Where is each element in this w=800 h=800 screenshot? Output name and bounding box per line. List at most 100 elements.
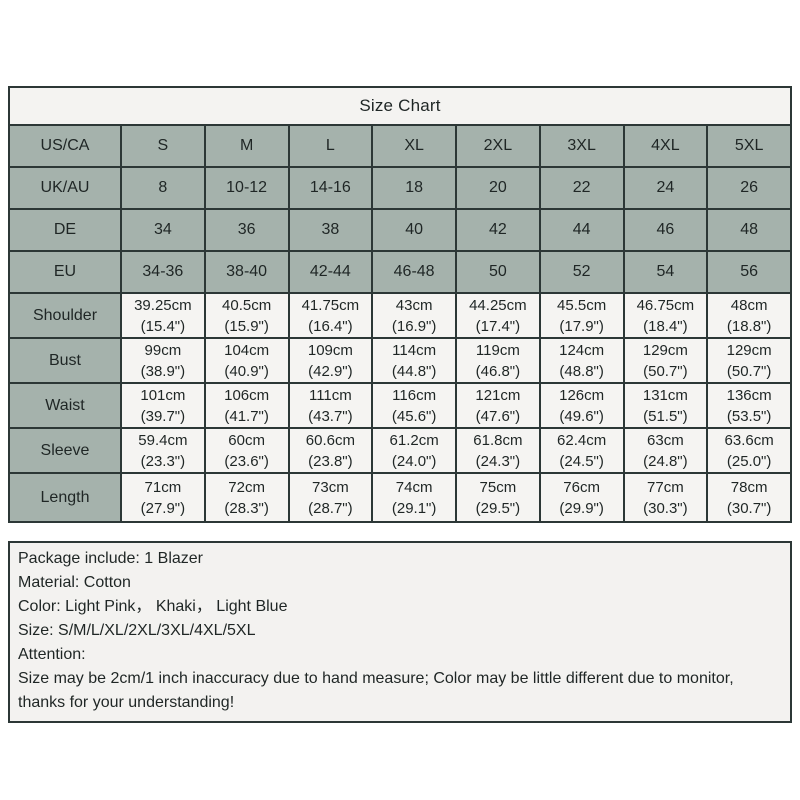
table-cell: 10-12 — [203, 166, 290, 210]
table-cell: 62.4cm (24.5") — [538, 427, 625, 474]
table-cell: 73cm (28.7") — [287, 472, 374, 523]
table-cell: 38 — [287, 208, 374, 252]
table-cell: 129cm (50.7") — [622, 337, 709, 384]
table-cell: 50 — [455, 250, 541, 294]
table-cell: 72cm (28.3") — [203, 472, 290, 523]
table-cell: 63cm (24.8") — [622, 427, 709, 474]
table-cell: 63.6cm (25.0") — [706, 427, 792, 474]
table-cell: 75cm (29.5") — [455, 472, 541, 523]
table-cell: 48cm (18.8") — [706, 292, 792, 339]
table-cell: 52 — [538, 250, 625, 294]
attention-label: Attention: — [18, 646, 86, 663]
table-cell: 131cm (51.5") — [622, 382, 709, 429]
table-cell: 61.8cm (24.3") — [455, 427, 541, 474]
table-cell: 129cm (50.7") — [706, 337, 792, 384]
table-cell: 41.75cm (16.4") — [287, 292, 374, 339]
table-cell: M — [203, 124, 290, 168]
table-cell: 3XL — [538, 124, 625, 168]
table-cell: 61.2cm (24.0") — [371, 427, 457, 474]
table-cell: 126cm (49.6") — [538, 382, 625, 429]
table-cell: 38-40 — [203, 250, 290, 294]
table-cell: 109cm (42.9") — [287, 337, 374, 384]
table-cell: 116cm (45.6") — [371, 382, 457, 429]
row-label: EU — [8, 250, 122, 294]
table-row: UK/AU 8 10-12 14-16 18 20 22 24 26 — [8, 166, 792, 210]
table-cell: 26 — [706, 166, 792, 210]
table-cell: 136cm (53.5") — [706, 382, 792, 429]
table-cell: 14-16 — [287, 166, 374, 210]
material-line: Material: Cotton — [18, 574, 131, 591]
table-cell: 48 — [706, 208, 792, 252]
title-row: Size Chart — [8, 86, 792, 126]
product-details-panel: Package include: 1 Blazer Material: Cott… — [8, 541, 792, 723]
table-cell: 39.25cm (15.4") — [120, 292, 206, 339]
table-cell: 78cm (30.7") — [706, 472, 792, 523]
table-row: Sleeve 59.4cm (23.3") 60cm (23.6") 60.6cm (23.… — [8, 427, 792, 474]
table-cell: 46.75cm (18.4") — [622, 292, 709, 339]
table-cell: 76cm (29.9") — [538, 472, 625, 523]
table-cell: 101cm (39.7") — [120, 382, 206, 429]
table-cell: 111cm (43.7") — [287, 382, 374, 429]
table-cell: 24 — [622, 166, 709, 210]
table-row: Length 71cm (27.9") 72cm (28.3") 73cm (28.7") 7… — [8, 472, 792, 523]
table-cell: 124cm (48.8") — [538, 337, 625, 384]
table-cell: 42-44 — [287, 250, 374, 294]
table-cell: 34-36 — [120, 250, 206, 294]
row-label: US/CA — [8, 124, 122, 168]
row-label: Shoulder — [8, 292, 122, 339]
table-cell: 8 — [120, 166, 206, 210]
table-cell: 40 — [371, 208, 457, 252]
table-cell: 42 — [455, 208, 541, 252]
table-cell: 106cm (41.7") — [203, 382, 290, 429]
row-label: UK/AU — [8, 166, 122, 210]
table-cell: 46 — [622, 208, 709, 252]
row-label: Bust — [8, 337, 122, 384]
table-cell: 5XL — [706, 124, 792, 168]
size-chart-table: Size Chart US/CA S M L XL 2XL 3XL 4XL 5XL UK/AU 8 1… — [8, 86, 792, 523]
table-cell: 44 — [538, 208, 625, 252]
table-row: Bust 99cm (38.9") 104cm (40.9") 109cm (42.9") 1… — [8, 337, 792, 384]
table-row: Waist 101cm (39.7") 106cm (41.7") 111cm (43.7"… — [8, 382, 792, 429]
package-include-line: Package include: 1 Blazer — [18, 550, 203, 567]
table-cell: XL — [371, 124, 457, 168]
size-line: Size: S/M/L/XL/2XL/3XL/4XL/5XL — [18, 622, 256, 639]
table-cell: L — [287, 124, 374, 168]
table-cell: 18 — [371, 166, 457, 210]
table-cell: 71cm (27.9") — [120, 472, 206, 523]
table-cell: 59.4cm (23.3") — [120, 427, 206, 474]
table-cell: 40.5cm (15.9") — [203, 292, 290, 339]
table-row: Shoulder 39.25cm (15.4") 40.5cm (15.9") 41.75… — [8, 292, 792, 339]
table-cell: 119cm (46.8") — [455, 337, 541, 384]
table-row: US/CA S M L XL 2XL 3XL 4XL 5XL — [8, 124, 792, 168]
table-cell: 99cm (38.9") — [120, 337, 206, 384]
table-cell: 77cm (30.3") — [622, 472, 709, 523]
table-cell: 46-48 — [371, 250, 457, 294]
color-line: Color: Light Pink， Khaki， Light Blue — [18, 598, 288, 615]
table-cell: 56 — [706, 250, 792, 294]
table-cell: 34 — [120, 208, 206, 252]
table-cell: 114cm (44.8") — [371, 337, 457, 384]
table-cell: 121cm (47.6") — [455, 382, 541, 429]
table-row: EU 34-36 38-40 42-44 46-48 50 52 54 56 — [8, 250, 792, 294]
table-cell: 45.5cm (17.9") — [538, 292, 625, 339]
table-cell: 20 — [455, 166, 541, 210]
row-label: DE — [8, 208, 122, 252]
table-cell: 60cm (23.6") — [203, 427, 290, 474]
table-cell: 2XL — [455, 124, 541, 168]
table-cell: 60.6cm (23.8") — [287, 427, 374, 474]
table-cell: S — [120, 124, 206, 168]
row-label: Waist — [8, 382, 122, 429]
table-cell: 43cm (16.9") — [371, 292, 457, 339]
table-cell: 36 — [203, 208, 290, 252]
table-cell: 22 — [538, 166, 625, 210]
table-cell: 44.25cm (17.4") — [455, 292, 541, 339]
table-cell: 74cm (29.1") — [371, 472, 457, 523]
table-row: DE 34 36 38 40 42 44 46 48 — [8, 208, 792, 252]
table-cell: 104cm (40.9") — [203, 337, 290, 384]
attention-note: Size may be 2cm/1 inch inaccuracy due to… — [18, 670, 739, 711]
row-label: Sleeve — [8, 427, 122, 474]
table-cell: 4XL — [622, 124, 709, 168]
table-cell: 54 — [622, 250, 709, 294]
row-label: Length — [8, 472, 122, 523]
